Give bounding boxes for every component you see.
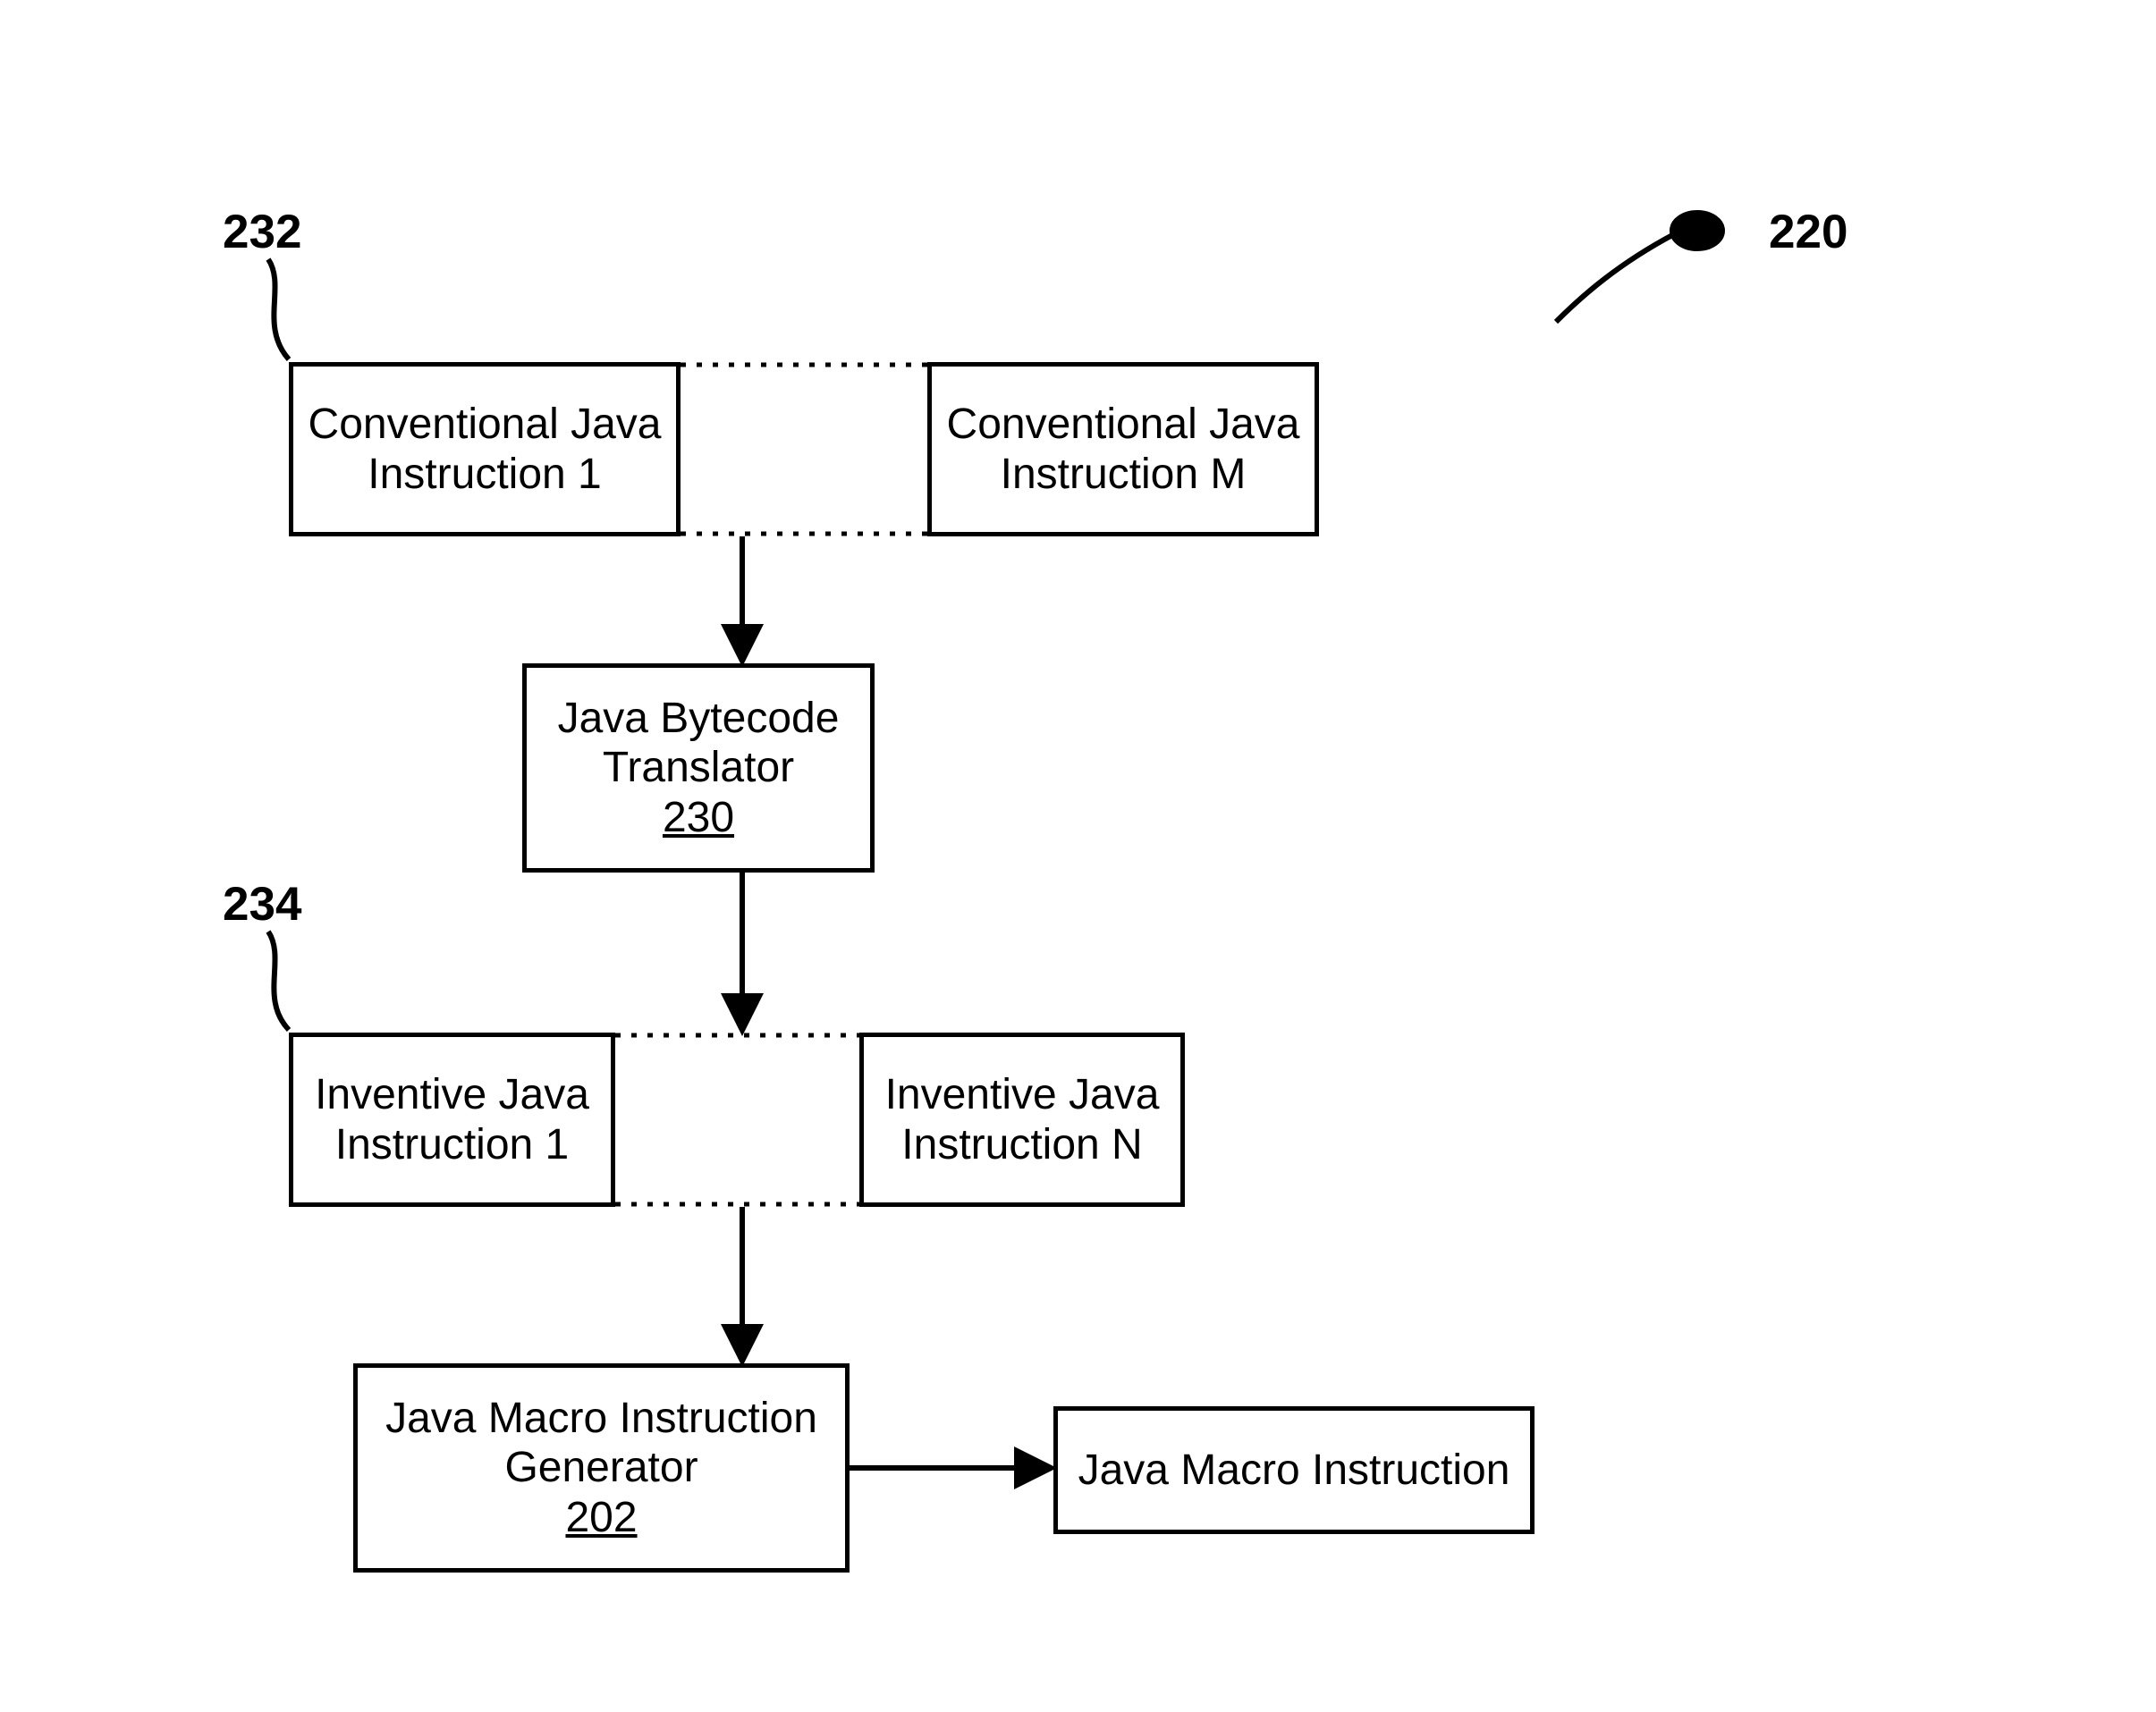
box-java-macro-instruction: Java Macro Instruction (1053, 1406, 1535, 1534)
box-text: Java Macro Instruction (1078, 1446, 1510, 1495)
ref-234: 234 (223, 877, 301, 932)
box-ref: 202 (565, 1493, 637, 1542)
box-text: Translator (603, 743, 794, 792)
box-conventional-instruction-m: Conventional Java Instruction M (927, 362, 1319, 536)
box-ref: 230 (663, 793, 734, 842)
pointer-220 (1556, 213, 1722, 322)
box-text: Instruction M (1001, 450, 1247, 499)
box-text: Java Macro Instruction (385, 1394, 817, 1443)
diagram-canvas: 232 234 220 Conventional Java Instructio… (0, 0, 2156, 1712)
box-text: Instruction 1 (368, 450, 601, 499)
box-text: Instruction N (901, 1120, 1142, 1169)
box-text: Conventional Java (309, 400, 662, 449)
box-text: Instruction 1 (335, 1120, 569, 1169)
ref-220: 220 (1769, 205, 1847, 259)
box-java-bytecode-translator: Java Bytecode Translator 230 (522, 663, 875, 873)
box-conventional-instruction-1: Conventional Java Instruction 1 (289, 362, 681, 536)
box-text: Inventive Java (315, 1070, 589, 1119)
ref-232: 232 (223, 205, 301, 259)
box-inventive-instruction-n: Inventive Java Instruction N (859, 1033, 1185, 1207)
box-java-macro-instruction-generator: Java Macro Instruction Generator 202 (353, 1363, 850, 1573)
box-inventive-instruction-1: Inventive Java Instruction 1 (289, 1033, 615, 1207)
box-text: Generator (504, 1443, 698, 1492)
box-text: Inventive Java (885, 1070, 1160, 1119)
box-text: Conventional Java (947, 400, 1300, 449)
box-text: Java Bytecode (558, 694, 840, 743)
